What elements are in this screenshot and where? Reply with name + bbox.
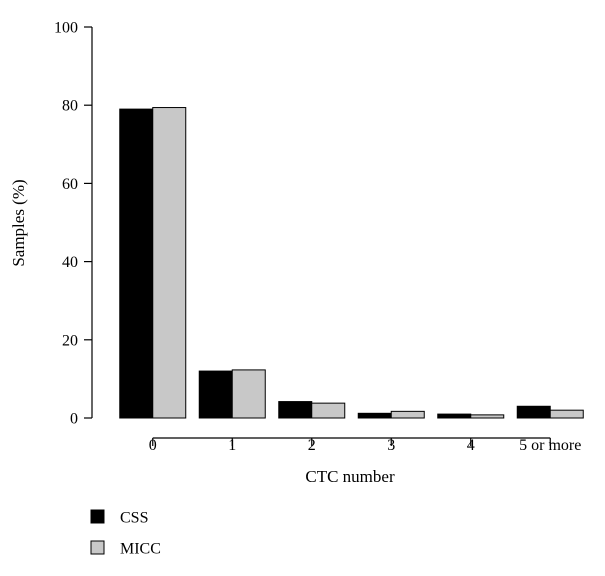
legend-label-micc: MICC <box>120 541 161 558</box>
legend: CSS MICC <box>90 509 161 558</box>
bar-micc-1 <box>231 369 266 419</box>
x-tick-label: 1 <box>228 437 236 454</box>
axes: 0 20 40 60 80 100 0 1 2 3 4 5 or more <box>54 20 581 455</box>
x-tick-label: 2 <box>308 437 316 454</box>
bar-micc-0 <box>152 107 187 419</box>
y-tick-label: 0 <box>70 411 78 428</box>
y-tick-label: 80 <box>62 98 78 115</box>
bar-micc-3 <box>390 410 425 419</box>
bar-micc-4 <box>470 414 505 419</box>
bar-micc-5 <box>549 409 584 419</box>
x-tick-label: 4 <box>467 437 475 454</box>
bar-css-0 <box>119 108 154 419</box>
legend-swatch-css <box>90 509 105 524</box>
legend-swatch-micc <box>90 540 105 555</box>
bar-css-3 <box>357 412 392 419</box>
x-tick-label: 5 or more <box>519 437 581 454</box>
x-tick-label: 3 <box>387 437 395 454</box>
bar-css-5 <box>516 405 551 419</box>
x-tick-label: 0 <box>149 437 157 454</box>
bar-css-2 <box>278 401 313 419</box>
y-tick-label: 100 <box>54 20 78 37</box>
x-axis-title: CTC number <box>305 467 395 486</box>
y-tick-label: 20 <box>62 332 78 349</box>
bar-micc-2 <box>311 402 346 419</box>
bar-css-1 <box>198 370 233 419</box>
bars <box>119 107 584 419</box>
bar-css-4 <box>437 413 472 419</box>
axis-labels: Samples (%) CTC number <box>9 179 395 486</box>
y-tick-label: 40 <box>62 254 78 271</box>
y-axis-title: Samples (%) <box>9 179 28 266</box>
legend-label-css: CSS <box>120 510 148 527</box>
y-tick-label: 60 <box>62 176 78 193</box>
